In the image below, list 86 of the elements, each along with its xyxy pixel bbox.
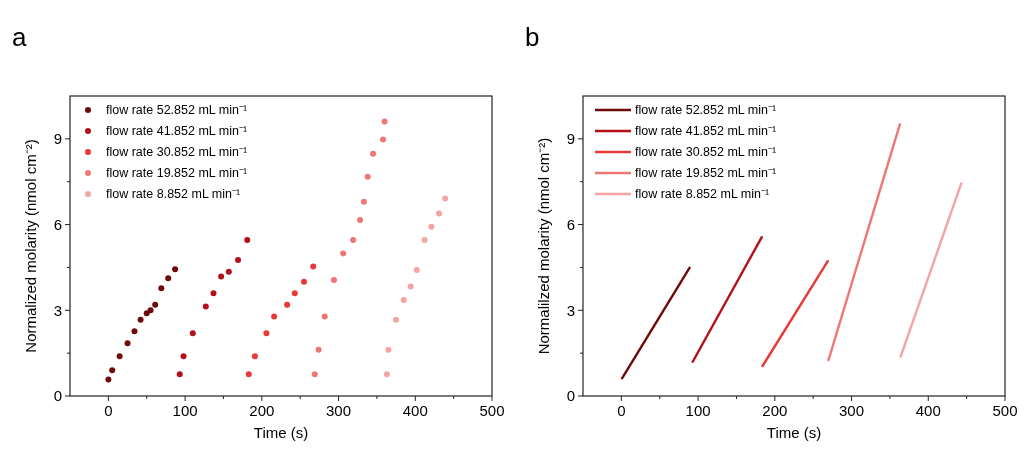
point <box>381 118 388 125</box>
point <box>330 277 337 283</box>
y-tick-label: 0 <box>53 387 62 405</box>
y-tick-label: 0 <box>566 387 575 405</box>
point <box>364 173 371 180</box>
point <box>218 273 225 280</box>
point <box>310 263 317 270</box>
x-tick-label: 0 <box>104 402 113 419</box>
legend-label: flow rate 41.852 mL min⁻¹ <box>106 124 248 139</box>
point <box>131 328 138 335</box>
y-axis-title: Normalilzed molarity (nmol cm⁻²) <box>535 137 552 355</box>
legend-label: flow rate 52.852 mL min⁻¹ <box>106 103 248 118</box>
point <box>180 353 187 360</box>
y-tick-label: 3 <box>53 301 62 319</box>
x-tick-label: 200 <box>762 402 788 419</box>
point <box>400 297 407 303</box>
legend-label: flow rate 30.852 mL min⁻¹ <box>106 145 248 160</box>
point <box>370 150 377 157</box>
x-tick-label: 100 <box>685 402 711 419</box>
point <box>124 340 131 347</box>
point <box>357 217 364 223</box>
point <box>137 316 144 323</box>
x-tick-label: 300 <box>326 402 352 419</box>
y-axis-title: Normalized molarity (nmol cm⁻²) <box>22 139 39 353</box>
point <box>350 237 357 243</box>
y-tick-label: 6 <box>566 215 575 233</box>
point <box>271 313 278 320</box>
point <box>407 283 414 290</box>
point <box>263 330 270 337</box>
point <box>172 266 179 273</box>
point <box>315 346 322 353</box>
x-axis-title: Time (s) <box>766 424 822 441</box>
point <box>116 353 123 360</box>
point <box>147 307 154 314</box>
point <box>340 250 347 257</box>
point <box>235 257 242 263</box>
x-tick-label: 100 <box>172 402 198 419</box>
point <box>245 371 252 378</box>
point <box>428 223 435 230</box>
x-tick-label: 400 <box>402 402 428 419</box>
point <box>244 237 251 243</box>
point <box>176 371 183 378</box>
y-tick-label: 9 <box>53 130 62 148</box>
point <box>413 267 420 273</box>
legend-label: flow rate 19.852 mL min⁻¹ <box>106 166 248 181</box>
y-tick-label: 6 <box>53 215 62 233</box>
point <box>301 278 308 285</box>
point <box>421 237 428 243</box>
point <box>189 330 196 337</box>
chart-title: b <box>525 22 540 52</box>
chart-title: a <box>12 22 27 52</box>
x-tick-label: 200 <box>249 402 275 419</box>
point <box>321 313 328 320</box>
point <box>436 210 443 217</box>
point <box>210 290 217 297</box>
point <box>291 290 298 297</box>
point <box>380 136 387 143</box>
legend-label: flow rate 8.852 mL min⁻¹ <box>635 187 770 202</box>
point <box>393 316 400 323</box>
x-tick-label: 0 <box>617 402 626 419</box>
point <box>152 301 159 308</box>
x-tick-label: 300 <box>839 402 865 419</box>
point <box>225 268 232 275</box>
point <box>311 371 318 378</box>
point <box>383 371 390 378</box>
point <box>158 285 165 292</box>
legend-label: flow rate 52.852 mL min⁻¹ <box>635 103 777 118</box>
x-tick-label: 500 <box>479 402 505 419</box>
x-tick-label: 400 <box>915 402 941 419</box>
point <box>105 376 112 383</box>
legend-label: flow rate 8.852 mL min⁻¹ <box>106 187 241 202</box>
legend-label: flow rate 41.852 mL min⁻¹ <box>635 124 777 139</box>
legend-label: flow rate 19.852 mL min⁻¹ <box>635 166 777 181</box>
point <box>109 367 116 374</box>
point <box>202 303 209 310</box>
y-tick-label: 9 <box>566 130 575 148</box>
point <box>360 198 367 205</box>
x-tick-label: 500 <box>992 402 1018 419</box>
point <box>385 346 392 353</box>
y-tick-label: 3 <box>566 301 575 319</box>
point <box>251 353 258 360</box>
point <box>442 195 449 202</box>
x-axis-title: Time (s) <box>253 424 309 441</box>
point <box>284 301 291 308</box>
point <box>165 275 172 282</box>
legend-label: flow rate 30.852 mL min⁻¹ <box>635 145 777 160</box>
